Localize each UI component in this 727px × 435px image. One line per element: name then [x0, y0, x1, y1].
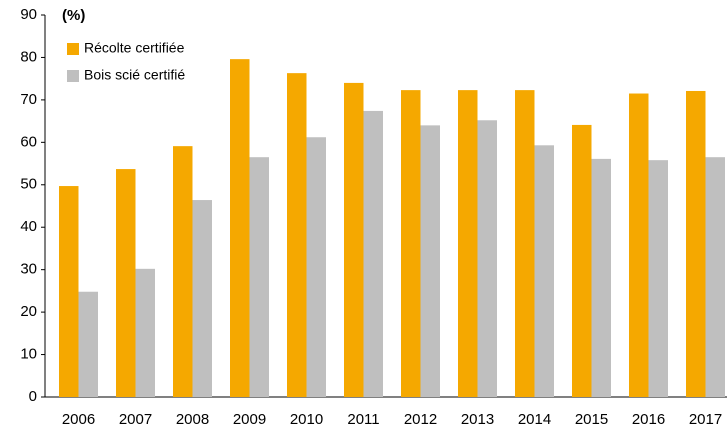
- x-tick-label: 2007: [119, 411, 152, 428]
- x-tick-label: 2012: [404, 411, 437, 428]
- bar: [515, 90, 535, 398]
- legend-swatch: [67, 70, 79, 82]
- bar: [116, 169, 136, 397]
- bar: [705, 157, 725, 397]
- bar: [249, 157, 269, 397]
- bar: [287, 73, 307, 397]
- bar: [686, 90, 706, 397]
- x-tick-label: 2014: [518, 411, 551, 428]
- bar: [173, 146, 193, 397]
- bar: [192, 200, 212, 397]
- y-tick-label: 40: [20, 218, 37, 235]
- bar: [420, 125, 440, 397]
- bar: [78, 291, 98, 397]
- y-tick-label: 90: [20, 6, 37, 23]
- y-tick-label: 30: [20, 261, 37, 278]
- bar: [230, 59, 250, 398]
- y-tick-label: 20: [20, 303, 37, 320]
- legend-text: Récolte certifiée: [84, 40, 185, 56]
- y-tick-label: 0: [29, 388, 37, 405]
- y-tick-label: 60: [20, 133, 37, 150]
- x-tick-label: 2013: [461, 411, 494, 428]
- bar: [458, 90, 478, 398]
- bar: [59, 186, 79, 397]
- y-tick-label: 80: [20, 48, 37, 65]
- bar: [306, 137, 326, 398]
- x-tick-label: 2016: [632, 411, 665, 428]
- y-axis-label: (%): [62, 7, 85, 24]
- bar: [344, 82, 364, 398]
- bar: [629, 93, 649, 398]
- x-tick-label: 2017: [689, 411, 722, 428]
- y-tick-label: 50: [20, 176, 37, 193]
- bar: [401, 90, 421, 398]
- x-tick-label: 2011: [347, 411, 379, 428]
- x-tick-label: 2010: [290, 411, 323, 428]
- x-tick-label: 2015: [575, 411, 608, 428]
- x-tick-label: 2008: [176, 411, 209, 428]
- legend-text: Bois scié certifié: [84, 67, 185, 83]
- y-tick-label: 10: [20, 346, 37, 363]
- bar: [477, 120, 497, 398]
- bar: [363, 110, 383, 398]
- legend-swatch: [67, 43, 79, 55]
- bar: [135, 268, 155, 397]
- y-tick-label: 70: [20, 91, 37, 108]
- x-tick-label: 2009: [233, 411, 266, 428]
- bar: [534, 145, 554, 397]
- bar: [572, 124, 592, 397]
- x-tick-label: 2006: [62, 411, 95, 428]
- bar: [648, 160, 668, 397]
- bar: [591, 158, 611, 397]
